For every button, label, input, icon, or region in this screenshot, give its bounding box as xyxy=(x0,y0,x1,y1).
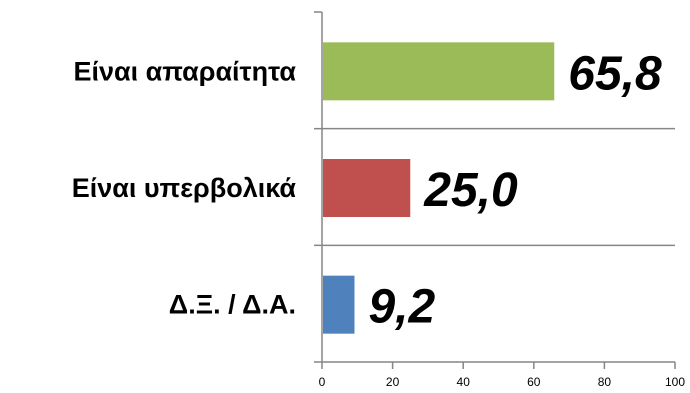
value-label: 65,8 xyxy=(568,47,662,100)
axes-layer: 0 20 40 60 80 100 xyxy=(314,11,685,389)
x-tick-label: 80 xyxy=(598,375,612,389)
value-label: 25,0 xyxy=(423,164,518,217)
x-tick-label: 60 xyxy=(527,375,541,389)
bar xyxy=(323,275,355,334)
category-label: Είναι απαραίτητα xyxy=(74,56,297,86)
bar xyxy=(323,159,411,217)
bar xyxy=(323,42,555,101)
x-tick-label: 20 xyxy=(386,375,400,389)
labels-layer: Είναι απαραίτητα 65,8 Είναι υπερβολικά 25,0… xyxy=(72,47,662,333)
x-tick-label: 0 xyxy=(319,375,326,389)
value-label: 9,2 xyxy=(368,281,435,334)
bars-layer xyxy=(323,42,555,334)
category-label: Δ.Ξ. / Δ.Α. xyxy=(169,290,296,320)
x-tick-label: 100 xyxy=(665,375,685,389)
x-tick-label: 40 xyxy=(457,375,471,389)
category-label: Είναι υπερβολικά xyxy=(72,173,297,203)
